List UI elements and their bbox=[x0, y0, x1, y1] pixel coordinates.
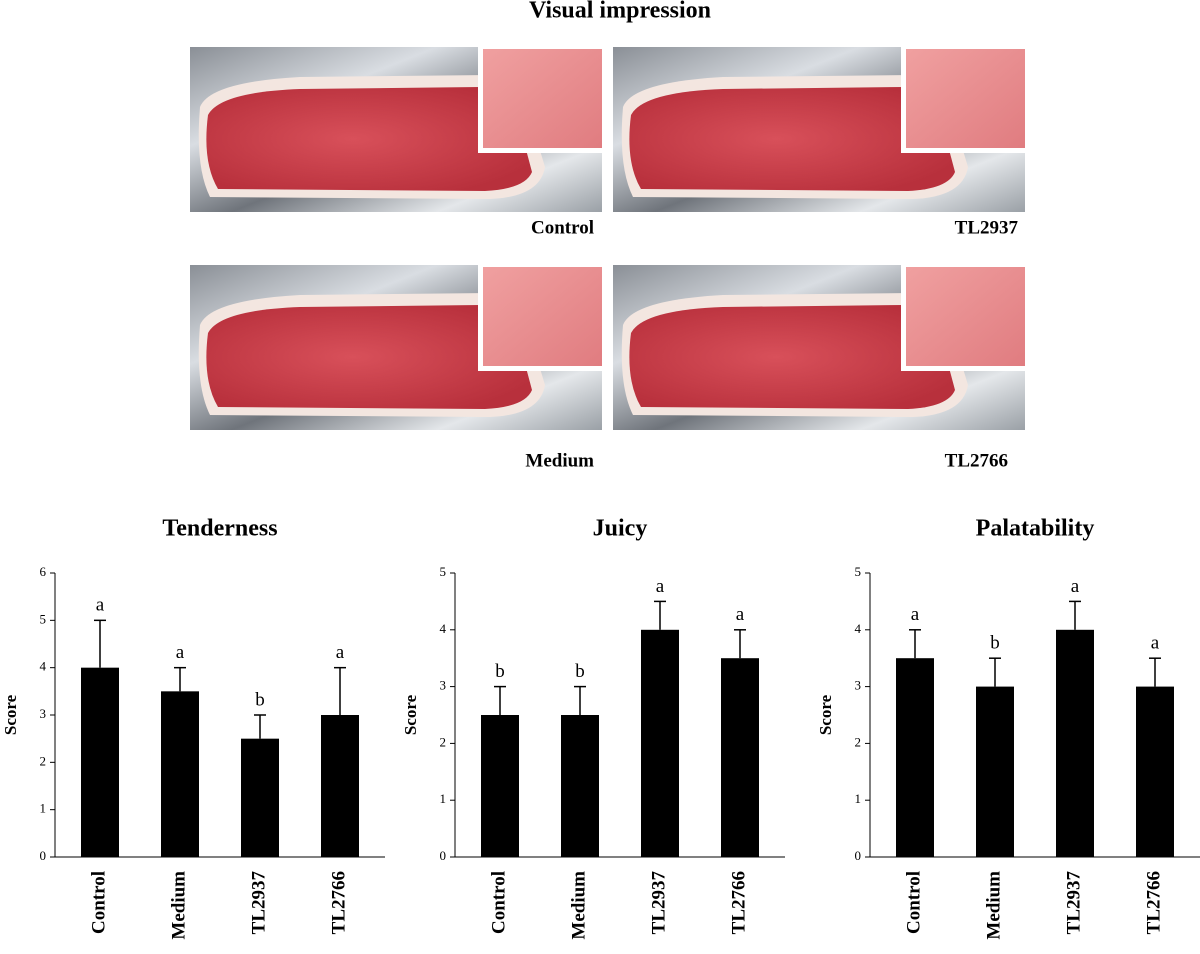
photo-label: TL2766 bbox=[945, 450, 1008, 471]
y-axis-label: Score bbox=[816, 694, 835, 735]
bar bbox=[1136, 686, 1174, 857]
chart-title: Palatability bbox=[976, 516, 1095, 542]
y-tick-label: 3 bbox=[440, 678, 447, 693]
x-tick-label: TL2937 bbox=[648, 871, 669, 935]
y-tick-label: 0 bbox=[440, 848, 447, 863]
chart-title: Juicy bbox=[593, 516, 648, 542]
photo-label: TL2937 bbox=[955, 217, 1019, 238]
significance-letter: a bbox=[96, 595, 105, 616]
y-tick-label: 5 bbox=[855, 564, 862, 579]
bar bbox=[1056, 629, 1094, 857]
significance-letter: a bbox=[656, 576, 665, 597]
bar bbox=[561, 715, 599, 857]
y-tick-label: 3 bbox=[40, 706, 47, 721]
y-tick-label: 4 bbox=[855, 621, 862, 636]
x-tick-label: TL2937 bbox=[1063, 871, 1084, 935]
x-tick-label: Control bbox=[488, 871, 509, 934]
bar bbox=[481, 715, 519, 857]
x-tick-label: Medium bbox=[168, 871, 189, 940]
significance-letter: b bbox=[255, 689, 265, 710]
bar bbox=[976, 686, 1014, 857]
y-tick-label: 1 bbox=[440, 791, 447, 806]
y-tick-label: 1 bbox=[855, 791, 862, 806]
y-tick-label: 1 bbox=[40, 801, 47, 816]
x-tick-label: Medium bbox=[568, 871, 589, 940]
y-tick-label: 2 bbox=[40, 753, 47, 768]
bar bbox=[641, 629, 679, 857]
photo-label: Control bbox=[531, 217, 594, 238]
significance-letter: a bbox=[736, 604, 745, 625]
y-tick-label: 0 bbox=[855, 848, 862, 863]
y-axis-label: Score bbox=[1, 694, 20, 735]
significance-letter: a bbox=[1071, 576, 1080, 597]
significance-letter: a bbox=[336, 642, 345, 663]
x-tick-label: TL2766 bbox=[1143, 871, 1164, 934]
photos-title: Visual impression bbox=[529, 0, 711, 24]
chart-title: Tenderness bbox=[162, 516, 277, 542]
x-tick-label: TL2766 bbox=[328, 871, 349, 934]
bar bbox=[721, 658, 759, 857]
bar bbox=[81, 667, 119, 857]
x-tick-label: TL2937 bbox=[248, 871, 269, 935]
y-tick-label: 4 bbox=[40, 659, 47, 674]
y-tick-label: 2 bbox=[440, 734, 447, 749]
significance-letter: a bbox=[176, 642, 185, 663]
significance-letter: b bbox=[990, 633, 1000, 654]
y-tick-label: 5 bbox=[40, 611, 47, 626]
significance-letter: a bbox=[1151, 633, 1160, 654]
bar bbox=[321, 715, 359, 857]
significance-letter: b bbox=[495, 661, 505, 682]
y-axis-label: Score bbox=[401, 694, 420, 735]
x-tick-label: Control bbox=[903, 871, 924, 934]
bar bbox=[161, 691, 199, 857]
y-tick-label: 3 bbox=[855, 678, 862, 693]
bar bbox=[241, 738, 279, 857]
x-tick-label: Control bbox=[88, 871, 109, 934]
significance-letter: a bbox=[911, 604, 920, 625]
x-tick-label: Medium bbox=[983, 871, 1004, 940]
y-tick-label: 4 bbox=[440, 621, 447, 636]
photo-label: Medium bbox=[525, 450, 594, 471]
y-tick-label: 2 bbox=[855, 734, 862, 749]
y-tick-label: 0 bbox=[40, 848, 47, 863]
bar bbox=[896, 658, 934, 857]
y-tick-label: 5 bbox=[440, 564, 447, 579]
significance-letter: b bbox=[575, 661, 585, 682]
x-tick-label: TL2766 bbox=[728, 871, 749, 934]
y-tick-label: 6 bbox=[40, 564, 47, 579]
